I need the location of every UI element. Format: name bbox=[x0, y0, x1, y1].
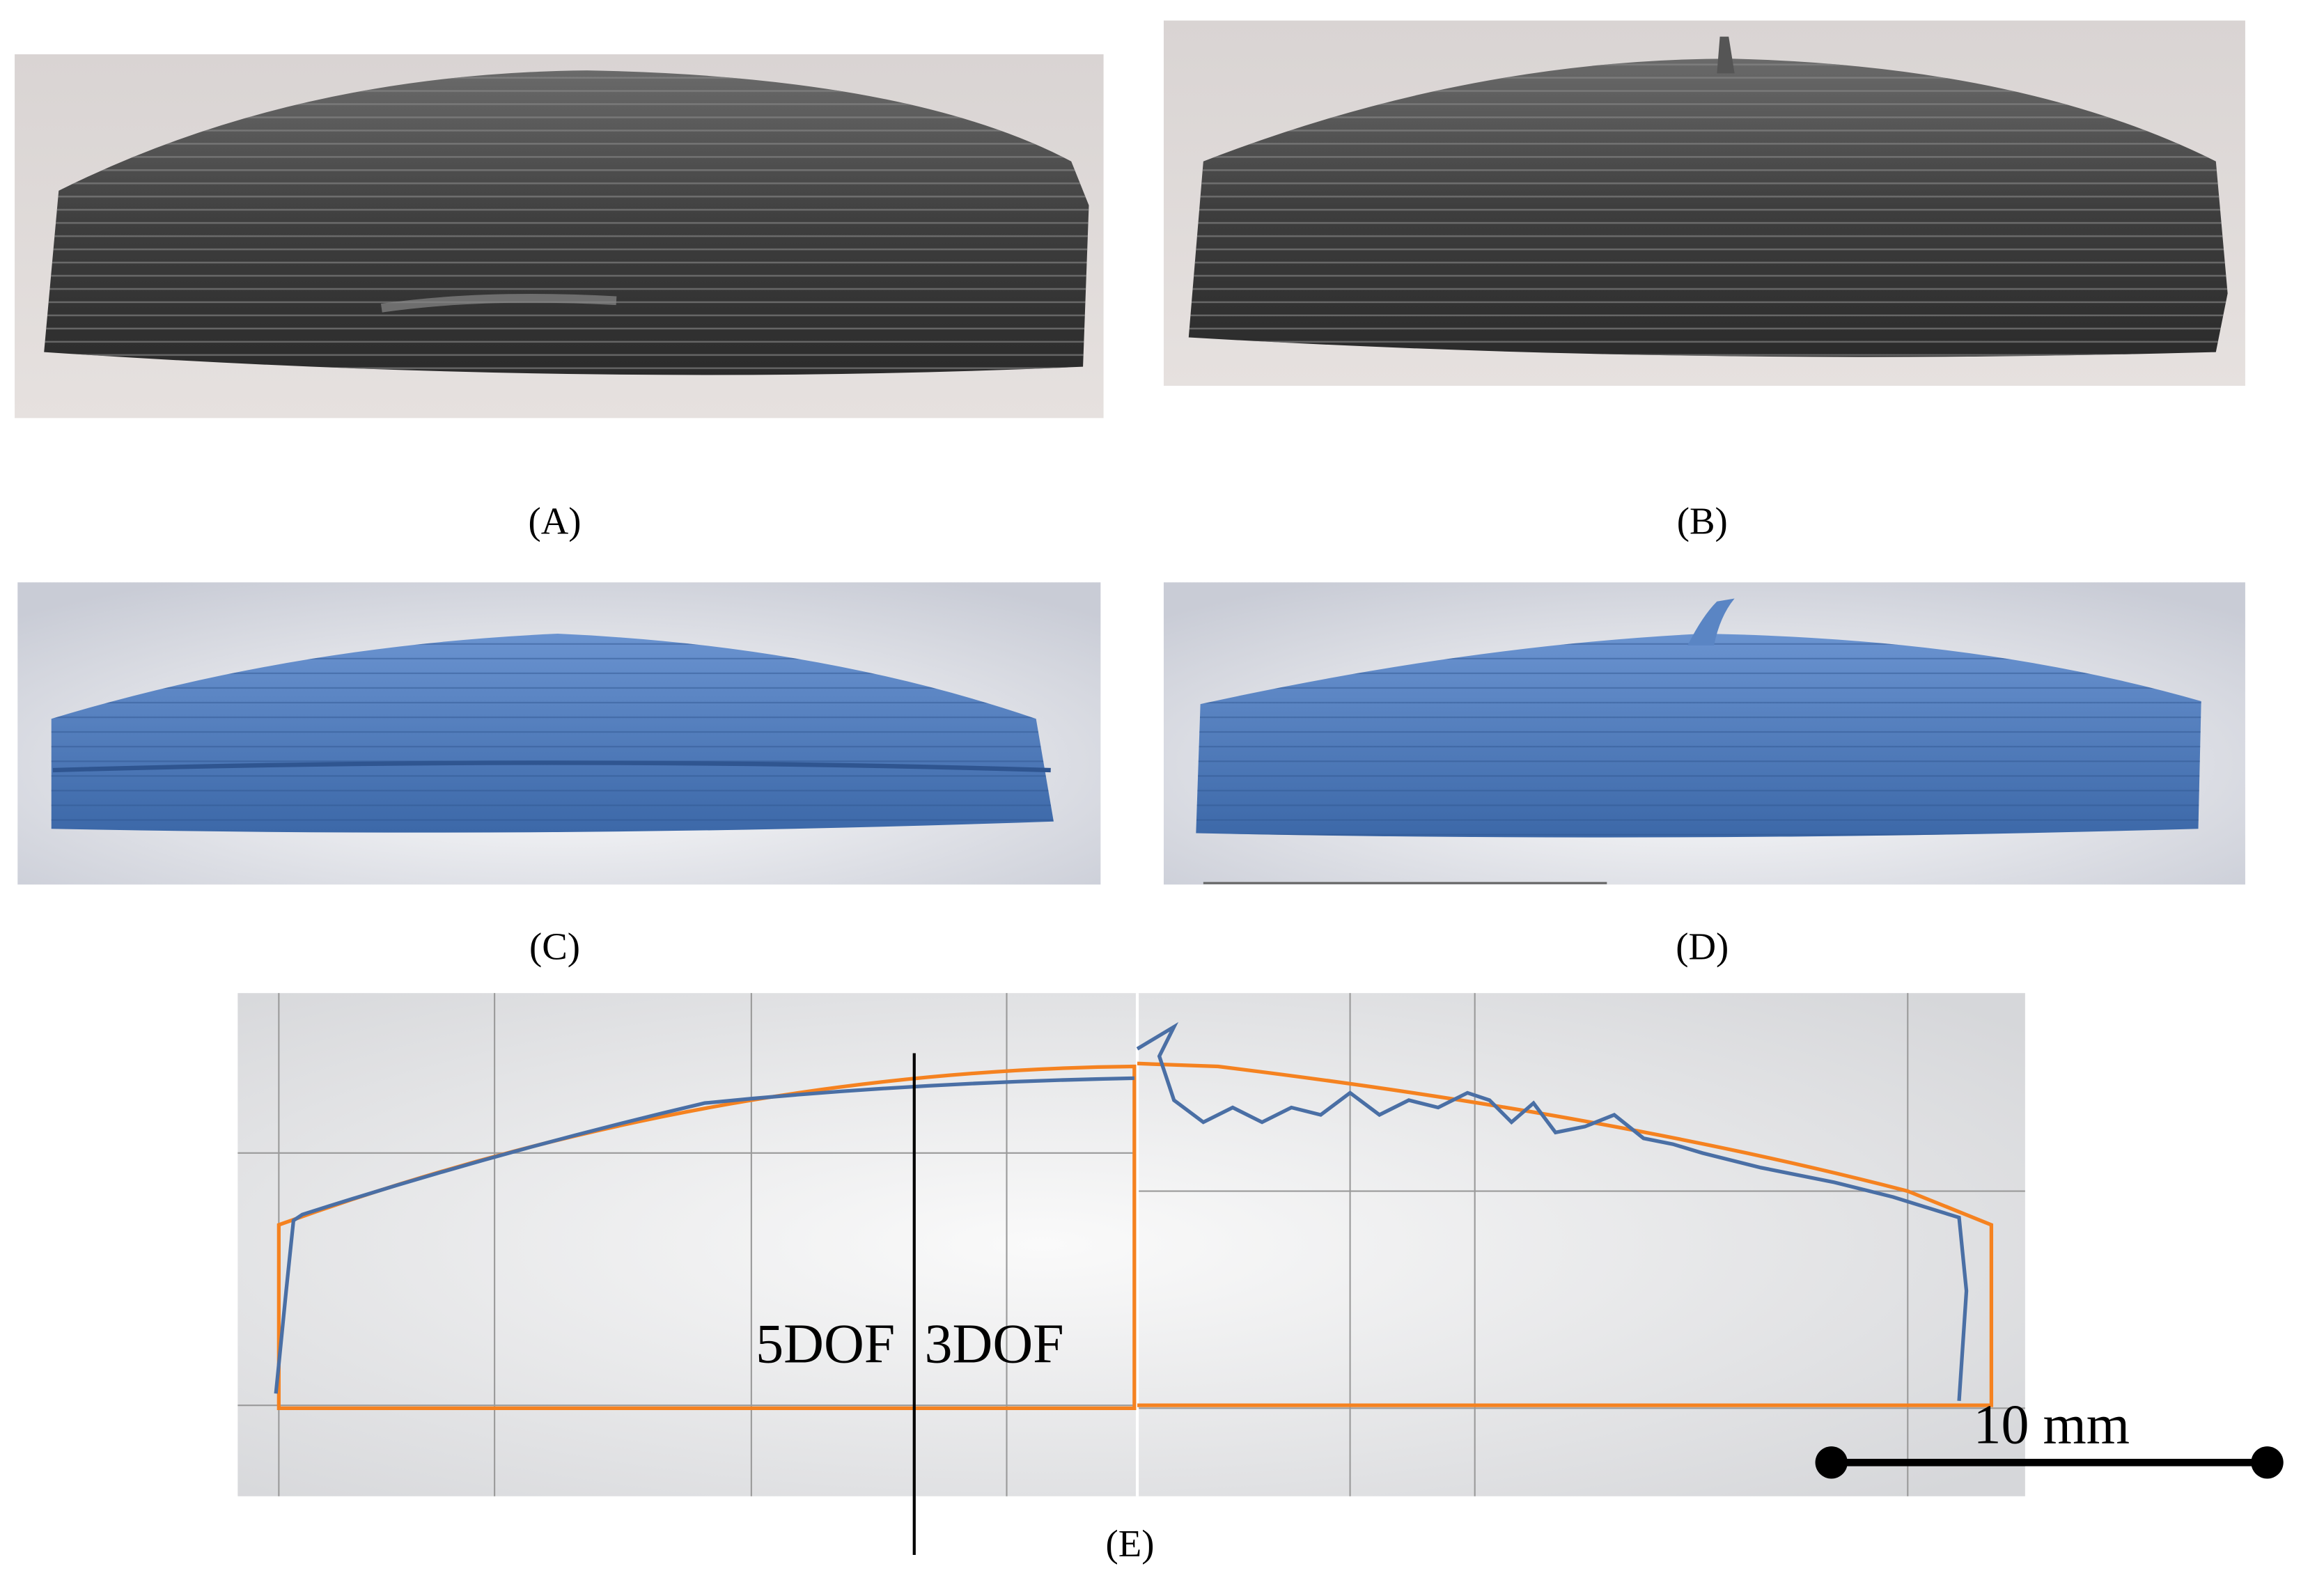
profile-e bbox=[237, 993, 2025, 1496]
panel-label: (B) bbox=[1677, 500, 1728, 542]
panel-label: (A) bbox=[528, 500, 581, 542]
photo-b bbox=[1163, 20, 2245, 386]
scan-c bbox=[17, 582, 1101, 885]
method-label: 3DOF bbox=[925, 1313, 1064, 1375]
method-label: 5DOF bbox=[756, 1313, 895, 1375]
scale-bar bbox=[1815, 1446, 2284, 1479]
panel-label: (D) bbox=[1676, 925, 1729, 968]
photo-a bbox=[15, 54, 1104, 418]
scan-d bbox=[1163, 582, 2245, 885]
panel-label: (E) bbox=[1106, 1522, 1155, 1565]
panel-label: (C) bbox=[529, 925, 580, 968]
scale-label: 10 mm bbox=[1973, 1394, 2130, 1455]
